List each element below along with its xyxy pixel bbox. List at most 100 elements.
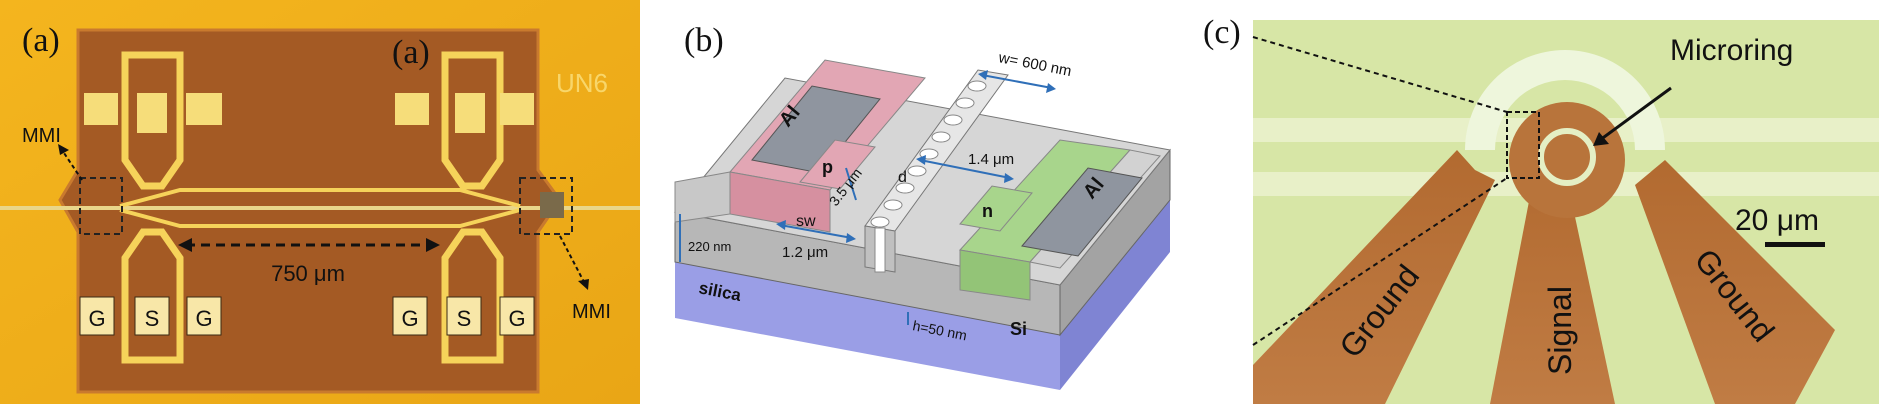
mmi-right-arrowhead [578, 279, 589, 290]
dim-12-arrowhead-right [846, 233, 856, 243]
length-label: 750 μm [271, 261, 345, 286]
width-arrowhead-left [978, 70, 988, 80]
ground-right-electrode [1635, 160, 1835, 404]
pad-top-right-2 [455, 93, 485, 133]
zoom-line-top [1252, 36, 1508, 113]
si-label: Si [1010, 319, 1027, 339]
d-label: d [898, 169, 907, 186]
dim-14-arrowhead-left [916, 155, 926, 165]
hole [907, 165, 927, 177]
ground-left-electrode [1253, 150, 1495, 404]
microring-label: Microring [1670, 34, 1793, 67]
chip-mark: UN6 [556, 68, 608, 98]
scale-bar [1765, 242, 1825, 247]
electrode-die [58, 28, 562, 394]
panel-c-label: (c) [1203, 14, 1241, 51]
length-arrowhead-left [178, 238, 192, 252]
dim-14-arrow [919, 159, 1011, 179]
pad-s-left [134, 296, 170, 336]
hole [943, 114, 963, 126]
pad-g-right-2 [499, 296, 535, 336]
electrode-top-right [441, 51, 504, 190]
hole [931, 131, 951, 143]
electrode-top-left [121, 51, 184, 190]
width-arrow [981, 74, 1053, 89]
pad-top-left-2 [137, 93, 167, 133]
pad-g-right-2-label: G [508, 306, 525, 331]
mmi-left-box [79, 177, 123, 235]
mmi-right-arrow [559, 235, 585, 283]
pad-g-left-1 [79, 296, 115, 336]
n-region [959, 185, 1033, 232]
pad-g-left-2-label: G [195, 306, 212, 331]
microring-inner [1548, 138, 1586, 176]
mzi-lower-arm [119, 208, 521, 228]
electrode-bottom-left [121, 228, 184, 364]
panel-a-label: (a) [22, 22, 60, 59]
dim-12-label: 1.2 μm [782, 244, 828, 261]
arrowheads [776, 70, 1056, 243]
panel-b-schematic: Al p n Al [660, 0, 1180, 404]
hole [870, 216, 890, 228]
p-region [799, 139, 876, 190]
microring [1538, 128, 1596, 186]
dim-14-arrowhead-right [1004, 173, 1014, 183]
panel-a-micrograph: G S G G S G 750 μm UN6 MMI MM [0, 0, 640, 404]
pad-g-left-1-label: G [88, 306, 105, 331]
hole [955, 97, 975, 109]
mmi-left-arrowhead [58, 144, 69, 155]
width-arrowhead-right [1046, 83, 1056, 93]
panel-b-label: (b) [684, 22, 724, 59]
gsg-pads-left: G S G [79, 296, 222, 336]
thick-220-label: 220 nm [688, 239, 731, 254]
panel-c: Microring 20 μm Ground Signal Ground (c) [1195, 0, 1879, 404]
pad-top-right-3 [500, 93, 534, 125]
mmi-left-arrow [61, 149, 83, 181]
ring-halo [1465, 50, 1665, 150]
pad-g-right-1-label: G [401, 306, 418, 331]
mmi-right-box [519, 177, 573, 235]
dim-12-arrowhead-left [776, 220, 786, 230]
panel-c-micrograph: Microring 20 μm Ground Signal Ground [1195, 0, 1879, 404]
dim-12-arrow [779, 224, 853, 239]
hole [883, 199, 903, 211]
mmi-right-label: MMI [572, 301, 611, 323]
left-rib-gray [674, 171, 731, 223]
dim-35-arrow [845, 167, 857, 201]
microring-arrow [1599, 86, 1672, 142]
zoom-box [1506, 111, 1540, 179]
al-left-pad [751, 85, 881, 174]
front-hole-cut [874, 227, 886, 273]
right-rib-front [959, 249, 1031, 301]
microring-arrowhead [1593, 132, 1609, 146]
dim-14-label: 1.4 μm [968, 151, 1014, 168]
mzi-upper-arm [119, 188, 521, 208]
scale-label: 20 μm [1735, 204, 1819, 237]
electrode-bottom-right [441, 228, 504, 364]
sw-label: sw [796, 213, 816, 230]
hole [967, 80, 987, 92]
pad-g-left-2 [186, 296, 222, 336]
silica-front [675, 262, 1060, 390]
zoom-line-bottom [1252, 177, 1508, 346]
p-label: p [822, 157, 833, 177]
signal-label: Signal [1542, 286, 1578, 375]
waveguide-bus [0, 206, 640, 210]
panel-b: Al p n Al [660, 0, 1180, 404]
panel-a-inset-label: (a) [392, 34, 430, 71]
hole [895, 182, 915, 194]
pad-s-right-label: S [457, 306, 472, 331]
n-label: n [982, 201, 993, 221]
pad-g-right-1 [392, 296, 428, 336]
silica-right [1060, 200, 1170, 390]
mmi-right-device [540, 192, 564, 218]
dimension-arrows [679, 74, 1053, 325]
pad-top-right-1 [395, 93, 429, 125]
panel-a: G S G G S G 750 μm UN6 MMI MM [0, 0, 640, 404]
signal-electrode [1490, 170, 1615, 404]
pad-s-left-label: S [145, 306, 160, 331]
pad-s-right [446, 296, 482, 336]
photonic-holes [870, 80, 987, 228]
pad-top-left-3 [186, 93, 222, 125]
pad-top-left-1 [84, 93, 118, 125]
